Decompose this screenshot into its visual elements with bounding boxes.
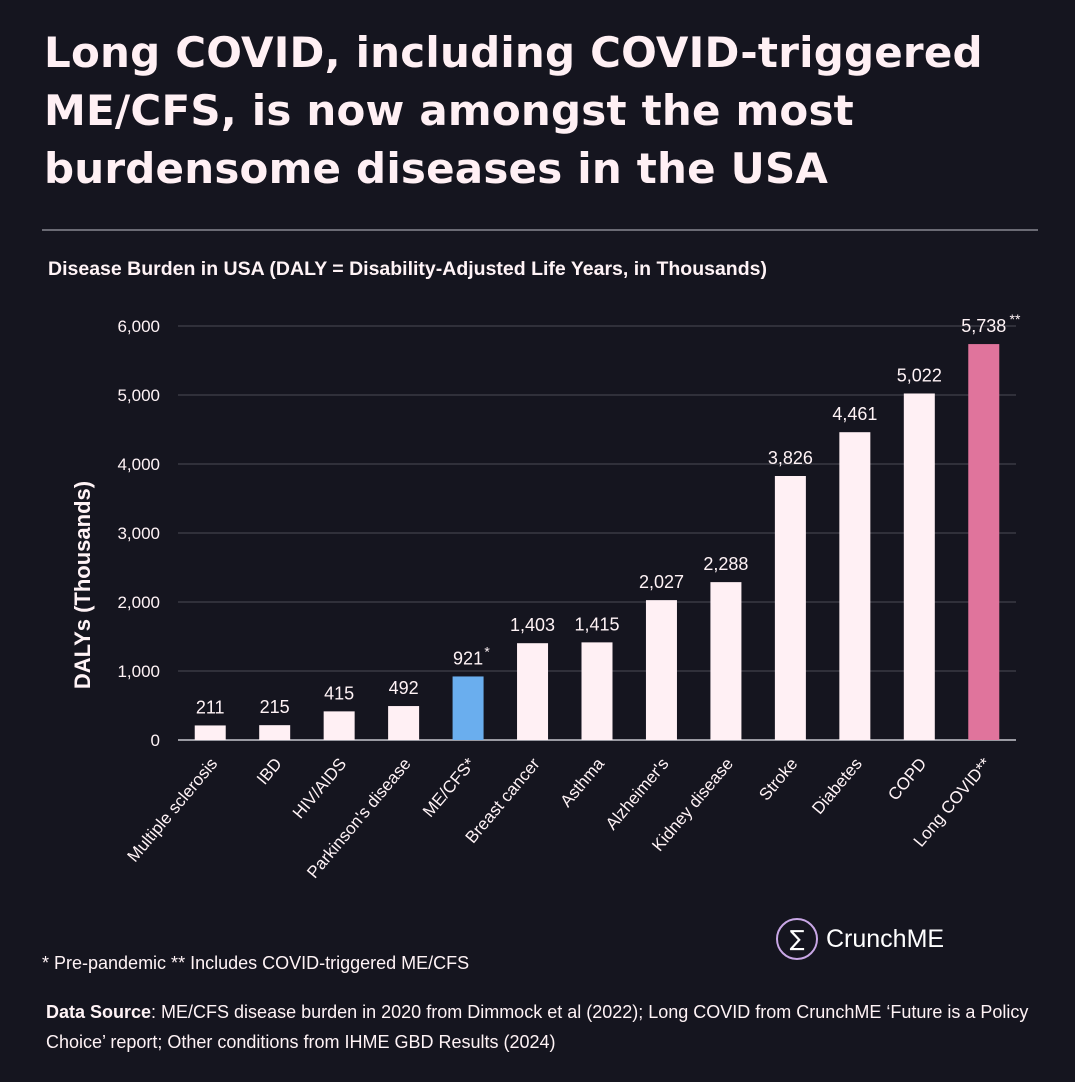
bar [452,676,484,740]
category-label: COPD [884,754,930,804]
bar [388,706,420,740]
y-tick-label: 1,000 [117,662,160,681]
bar-value-label: 4,461 [832,404,877,424]
bar [839,432,871,740]
data-source: Data Source: ME/CFS disease burden in 20… [46,997,1046,1057]
bar-value-label: 1,415 [574,614,619,634]
bar-value-label: 2,288 [703,554,748,574]
y-tick-label: 4,000 [117,455,160,474]
bar-value-label: 921 [453,648,483,668]
brand: ∑ CrunchME [776,918,944,960]
chart-title: Long COVID, including COVID-triggered ME… [44,24,1044,198]
chart-subtitle: Disease Burden in USA (DALY = Disability… [48,258,767,280]
brand-name: CrunchME [826,924,945,953]
bar-value-label: 215 [260,697,290,717]
bar-value-label: 415 [324,683,354,703]
y-tick-label: 3,000 [117,524,160,543]
bar-value-label: 3,826 [768,448,813,468]
category-label: Alzheimer's [602,754,673,833]
bar [903,393,935,740]
y-tick-label: 6,000 [117,317,160,336]
y-tick-label: 0 [151,731,160,750]
category-label: Diabetes [808,754,866,818]
bar [581,642,613,740]
source-label: Data Source [46,1002,152,1022]
category-label: Multiple sclerosis [124,754,222,865]
category-label: ME/CFS* [419,754,479,821]
bar-value-label: 5,738 [961,316,1006,336]
bar [194,725,226,740]
category-label: HIV/AIDS [289,754,350,822]
title-line-2: ME/CFS, is now amongst the most [44,86,854,135]
bar-value-label: 1,403 [510,615,555,635]
bar [259,725,291,740]
bar [323,711,355,740]
category-label: IBD [253,754,286,788]
category-label: Stroke [755,754,801,804]
bar-value-mark: ** [1010,311,1021,327]
title-line-3: burdensome diseases in the USA [44,144,829,193]
bar-value-label: 492 [389,678,419,698]
bar-value-label: 5,022 [897,365,942,385]
y-axis-label: DALYs (Thousands) [70,481,95,689]
footnote: * Pre-pandemic ** Includes COVID-trigger… [42,953,470,973]
bar [710,582,742,740]
bar-value-label: 2,027 [639,572,684,592]
title-line-1: Long COVID, including COVID-triggered [44,28,983,77]
y-tick-label: 2,000 [117,593,160,612]
sigma-icon: ∑ [776,918,818,960]
bar [517,643,549,740]
bar [774,476,806,740]
title-divider [42,229,1038,231]
source-text: : ME/CFS disease burden in 2020 from Dim… [46,1002,1029,1052]
y-tick-label: 5,000 [117,386,160,405]
bar [645,600,677,740]
bar [968,344,1000,740]
bar-value-mark: * [484,643,490,659]
bar-value-label: 211 [196,697,225,717]
category-label: Asthma [556,754,608,811]
